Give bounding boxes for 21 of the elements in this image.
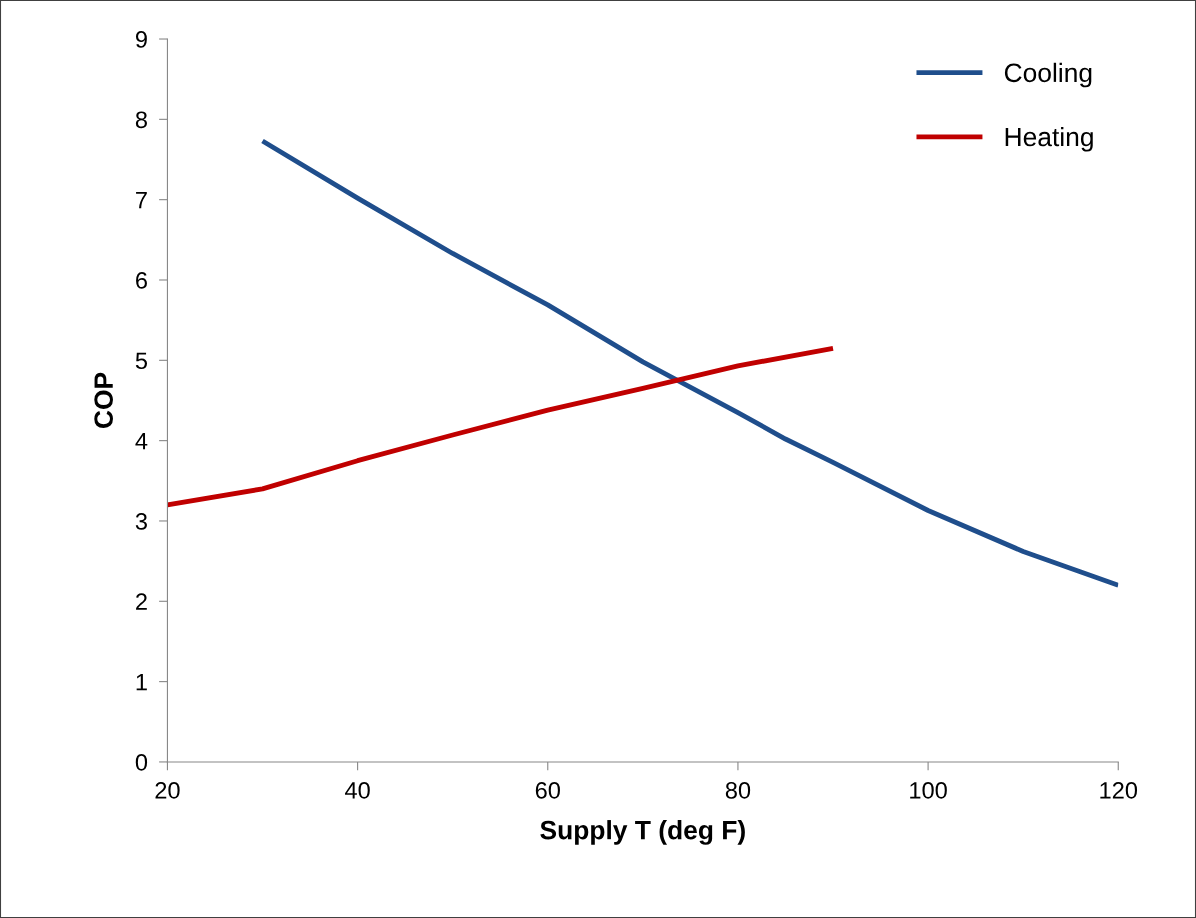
y-tick-label: 8 <box>135 111 147 129</box>
legend-label: Cooling <box>1004 62 1092 88</box>
line-series <box>167 345 836 508</box>
x-tick-label: 120 <box>1100 782 1138 799</box>
y-tick-label: 6 <box>136 272 147 289</box>
x-tick-label: 40 <box>345 782 370 799</box>
x-tick-label: 60 <box>535 782 560 799</box>
y-tick-label: 2 <box>136 593 147 610</box>
x-tick-label: 80 <box>725 782 751 799</box>
y-tick-label: 0 <box>135 754 148 771</box>
x-axis-title: Supply T (deg F) <box>540 820 745 845</box>
x-tick-label: 20 <box>155 782 180 799</box>
y-tick-label: 4 <box>135 432 148 450</box>
y-tick-label: 7 <box>136 191 147 209</box>
y-tick-label: 5 <box>135 352 148 370</box>
y-tick-label: 9 <box>135 31 147 48</box>
y-axis-title: COP <box>94 372 113 428</box>
y-tick-label: 3 <box>135 513 147 530</box>
legend-label: Heating <box>1005 126 1093 152</box>
x-tick-label: 100 <box>910 782 947 799</box>
y-tick-label: 1 <box>136 673 147 691</box>
